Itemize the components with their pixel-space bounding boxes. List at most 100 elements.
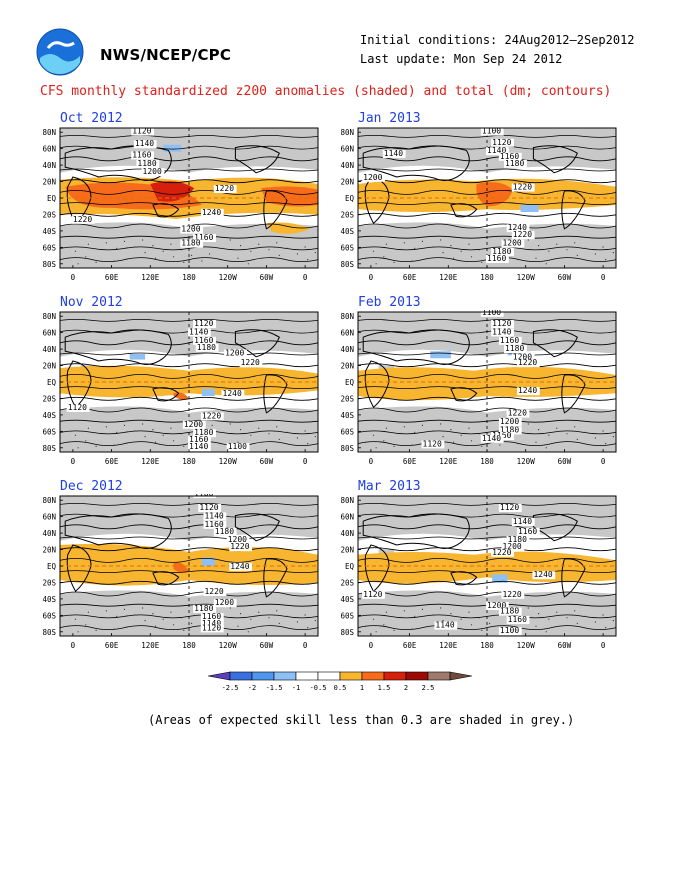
- stipple-dot: [268, 617, 270, 619]
- anomaly-patch: [163, 144, 182, 152]
- lat-tick-label: 60S: [42, 243, 56, 252]
- lat-tick-label: 60N: [340, 329, 354, 338]
- contour-line: [59, 190, 319, 195]
- lon-tick-label: 0: [369, 641, 374, 650]
- stipple-dot: [268, 249, 270, 251]
- stipple-dot: [365, 625, 367, 627]
- stipple-dot: [594, 621, 596, 623]
- stipple-dot: [219, 443, 221, 445]
- contour-line: [59, 625, 319, 630]
- continent-outline: [152, 387, 180, 402]
- lat-tick-label: 40S: [340, 595, 354, 604]
- stipple-dot: [584, 431, 586, 433]
- contour-label: 1160: [132, 150, 151, 159]
- stipple-dot: [450, 613, 452, 615]
- contour-label-bg: [506, 224, 530, 233]
- contour-label-bg: [203, 512, 227, 521]
- lon-tick-label: 60W: [260, 641, 274, 650]
- stipple-dot: [411, 628, 413, 630]
- continent-outline: [362, 145, 470, 181]
- low-skill-south: [358, 590, 616, 636]
- stipple-dot: [517, 259, 519, 261]
- anomaly-patch: [358, 366, 616, 401]
- coastlines: [64, 513, 288, 598]
- stipple-dot: [594, 253, 596, 255]
- stipple-dot: [183, 261, 185, 263]
- coastlines: [64, 329, 288, 414]
- contour-label: 1200: [184, 420, 203, 429]
- lat-tick-label: 40S: [42, 411, 56, 420]
- lat-tick-label: 20N: [340, 178, 354, 187]
- panel-title-jan-2013: Jan 2013: [358, 111, 421, 126]
- stipple-dot: [574, 426, 576, 428]
- stipple-dot: [574, 610, 576, 612]
- stipple-dot: [95, 261, 97, 263]
- lon-tick-label: 0: [601, 273, 606, 282]
- contour-label-bg: [506, 616, 530, 624]
- stipple-dot: [468, 427, 470, 429]
- lat-tick-label: 20S: [42, 210, 56, 219]
- contour-line: [59, 547, 319, 552]
- contour-label-bg: [511, 231, 535, 240]
- contour-label: 1140: [135, 139, 154, 148]
- lat-tick-label: 20S: [340, 210, 354, 219]
- stipple-dot: [414, 431, 416, 433]
- contour-label: 1120: [492, 319, 511, 328]
- contour-label: 1140: [189, 327, 208, 336]
- stipple-dot: [162, 618, 164, 620]
- lat-tick-label: 60N: [340, 145, 354, 154]
- anomaly-patch: [173, 562, 189, 573]
- map-panel-dec-2012: 1100112011401160118012001220124012201200…: [42, 494, 319, 650]
- stipple-dot: [113, 260, 115, 262]
- contour-label: 1120: [202, 623, 221, 632]
- stipple-dot: [576, 254, 578, 256]
- lon-tick-label: 0: [71, 457, 76, 466]
- lat-tick-label: 60N: [42, 329, 56, 338]
- contour-label-bg: [498, 418, 522, 426]
- colorbar-segment: [273, 671, 297, 681]
- stipple-dot: [414, 615, 416, 617]
- colorbar-segment: [251, 671, 275, 681]
- contour-label-bg: [193, 320, 216, 328]
- lon-tick-label: 60W: [260, 457, 274, 466]
- contour-label: 1200: [215, 598, 234, 607]
- continent-outline: [64, 329, 172, 365]
- stipple-dot: [535, 441, 537, 443]
- contour-label: 1160: [204, 520, 223, 529]
- continent-outline: [532, 329, 578, 358]
- contour-label-bg: [200, 624, 224, 633]
- stipple-dot: [276, 610, 278, 612]
- lat-tick-label: 40N: [42, 529, 56, 538]
- map-panel-feb-2013: 1100112011401160118012001220124012201200…: [340, 310, 617, 466]
- stipple-dot: [383, 440, 385, 442]
- contour-label: 1220: [508, 409, 527, 418]
- stipple-dot: [499, 444, 501, 446]
- continent-outline: [450, 387, 478, 402]
- contour-label-bg: [511, 353, 535, 362]
- lon-tick-label: 180: [480, 641, 494, 650]
- contour-label-bg: [180, 225, 204, 234]
- contour-label-bg: [486, 147, 509, 156]
- lat-tick-label: 80S: [340, 260, 354, 269]
- stipple-dot: [278, 622, 280, 624]
- contour-label-bg: [480, 127, 504, 136]
- stipple-dot: [237, 625, 239, 627]
- contour-label: 1180: [181, 239, 200, 248]
- contour-label-bg: [498, 627, 522, 636]
- stipple-dot: [113, 628, 115, 630]
- continent-outline: [364, 176, 390, 224]
- contour-label-bg: [362, 173, 385, 182]
- colorbar-label: 1: [360, 684, 364, 692]
- colorbar-end-right: [449, 671, 473, 681]
- colorbar-segment: [317, 671, 341, 681]
- lon-tick-label: 180: [182, 641, 196, 650]
- contour-label-bg: [221, 390, 245, 398]
- contour-label-bg: [498, 426, 522, 435]
- stipple-dot: [144, 252, 146, 254]
- stipple-dot: [602, 430, 604, 432]
- contour-label: 1220: [215, 184, 234, 193]
- lon-tick-label: 120E: [439, 641, 458, 650]
- stipple-dot: [247, 631, 249, 633]
- stipple-dot: [247, 263, 249, 265]
- stipple-dot: [183, 445, 185, 447]
